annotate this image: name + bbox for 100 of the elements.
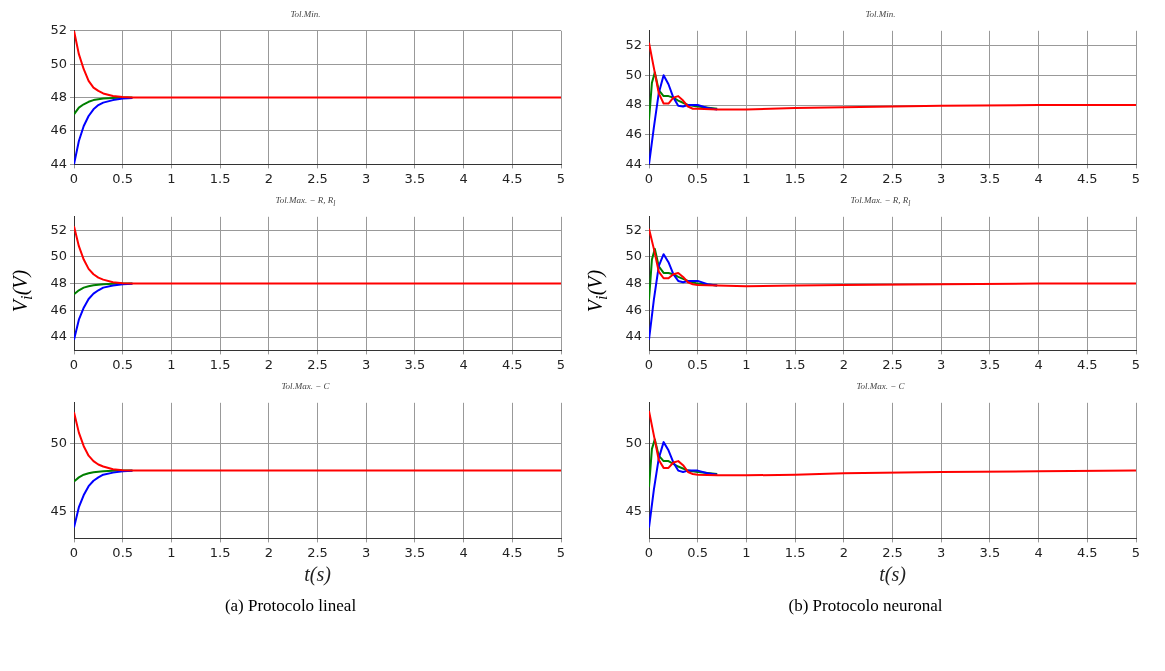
x-tick-label: 0.5 [112,356,134,372]
x-tick-label: 4 [459,356,468,372]
x-tick-label: 1.5 [784,544,806,560]
x-tick-label: 3 [362,356,371,372]
x-tick-label: 3 [362,170,371,186]
x-tick-label: 0.5 [112,170,134,186]
chart-title: Tol.Min. [289,8,322,20]
x-tick-label: 2.5 [307,170,328,186]
x-tick-label: 0 [69,170,79,186]
y-tick-label: 50 [625,434,642,450]
y-tick-label: 45 [625,502,642,518]
x-tick-label: 2.5 [882,170,903,186]
x-tick-label: 1.5 [784,170,806,186]
x-tick-label: 4.5 [1076,170,1098,186]
x-tick-label: 5 [556,170,566,186]
x-tick-label: 5 [556,544,566,560]
x-tick-label: 1 [742,356,751,372]
x-tick-label: 4.5 [501,356,523,372]
x-tick-label: 2.5 [307,544,328,560]
x-tick-label: 3 [937,356,946,372]
y-tick-label: 46 [625,126,642,142]
x-tick-label: 1.5 [209,356,231,372]
x-tick-label: 0 [69,356,79,372]
chart-title: Tol.Max. − R, R$_{l}$ [849,194,912,208]
x-axis-title: t(s) [879,563,907,587]
x-tick-label: 4.5 [1076,544,1098,560]
chart-title: Tol.Min. [864,8,897,20]
y-tick-label: 44 [625,155,642,171]
x-tick-label: 4 [459,170,468,186]
chart-title: Tol.Max. − C [855,380,906,392]
x-tick-label: 2.5 [882,544,903,560]
x-tick-label: 3.5 [404,356,426,372]
y-tick-label: 50 [625,66,642,82]
x-tick-label: 5 [556,356,566,372]
x-axis-title: t(s) [304,563,332,587]
x-tick-label: 3 [937,544,946,560]
x-tick-label: 2 [839,356,848,372]
x-tick-label: 1 [742,170,751,186]
chart-title: Tol.Max. − C [280,380,331,392]
x-tick-label: 4 [1034,170,1043,186]
x-tick-label: 2.5 [307,356,328,372]
text: (a) Protocolo lineal [223,596,358,616]
x-tick-label: 4 [1034,544,1043,560]
x-tick-label: 0.5 [112,544,134,560]
chart-title: Tol.Max. − R, R$_{l}$ [274,194,337,208]
x-tick-label: 2.5 [882,356,903,372]
y-tick-label: 44 [625,328,642,344]
y-tick-label: 52 [625,37,642,53]
y-tick-label: 52 [50,221,67,237]
x-tick-label: 3 [362,544,371,560]
y-tick-label: 48 [50,88,67,104]
y-tick-label: 52 [625,221,642,237]
x-tick-label: 0.5 [687,356,709,372]
x-tick-label: 3.5 [979,356,1001,372]
x-tick-label: 4.5 [1076,356,1098,372]
x-tick-label: 0 [644,544,654,560]
x-tick-label: 1.5 [209,544,231,560]
x-tick-label: 0 [69,544,79,560]
y-tick-label: 48 [50,274,67,290]
x-tick-label: 1 [167,544,176,560]
y-tick-label: 50 [50,248,67,264]
y-tick-label: 44 [50,155,67,171]
x-tick-label: 4.5 [501,170,523,186]
x-tick-label: 5 [1131,170,1141,186]
x-tick-label: 4.5 [501,544,523,560]
text: (b) Protocolo neuronal [787,596,944,616]
x-tick-label: 0 [644,170,654,186]
y-tick-label: 45 [50,502,67,518]
x-tick-label: 3.5 [404,544,426,560]
x-tick-label: 4 [459,544,468,560]
x-tick-label: 1 [742,544,751,560]
x-tick-label: 1 [167,170,176,186]
y-tick-label: 44 [50,328,67,344]
x-tick-label: 0.5 [687,544,709,560]
y-tick-label: 52 [50,22,67,38]
x-tick-label: 5 [1131,356,1141,372]
y-tick-label: 48 [625,96,642,112]
x-tick-label: 3.5 [404,170,426,186]
x-tick-label: 1.5 [784,356,806,372]
x-tick-label: 2 [839,170,848,186]
x-tick-label: 0.5 [687,170,709,186]
y-tick-label: 46 [50,301,67,317]
x-tick-label: 3.5 [979,170,1001,186]
y-tick-label: 50 [625,248,642,264]
y-tick-label: 50 [50,55,67,71]
y-tick-label: 46 [50,122,67,138]
x-tick-label: 2 [264,356,273,372]
y-tick-label: 46 [625,301,642,317]
x-tick-label: 4 [1034,356,1043,372]
x-tick-label: 3 [937,170,946,186]
x-tick-label: 2 [839,544,848,560]
y-tick-label: 50 [50,434,67,450]
x-tick-label: 5 [1131,544,1141,560]
x-tick-label: 2 [264,544,273,560]
y-tick-label: 48 [625,274,642,290]
x-tick-label: 1.5 [209,170,231,186]
x-tick-label: 0 [644,356,654,372]
x-tick-label: 1 [167,356,176,372]
x-tick-label: 2 [264,170,273,186]
x-tick-label: 3.5 [979,544,1001,560]
